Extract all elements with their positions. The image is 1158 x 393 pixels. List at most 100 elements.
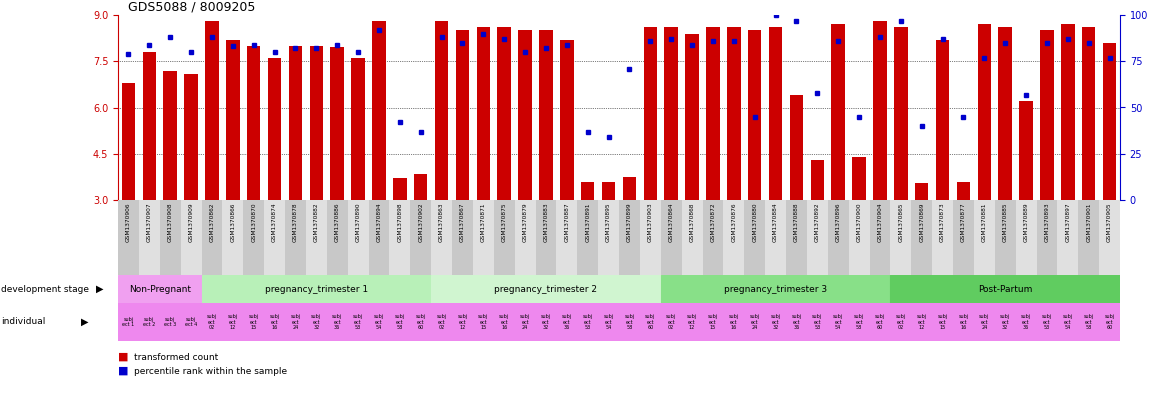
Text: GSM1370902: GSM1370902 xyxy=(418,202,423,242)
Bar xyxy=(891,200,911,275)
Text: GSM1370885: GSM1370885 xyxy=(1003,202,1007,242)
Bar xyxy=(306,303,327,341)
Text: subj
ect
53: subj ect 53 xyxy=(1042,314,1051,330)
Bar xyxy=(118,200,139,275)
Bar xyxy=(1057,200,1078,275)
Bar xyxy=(288,46,302,200)
Bar xyxy=(831,24,845,200)
Bar xyxy=(577,200,599,275)
Bar xyxy=(870,303,891,341)
Text: subj
ect
12: subj ect 12 xyxy=(228,314,237,330)
Text: ▶: ▶ xyxy=(96,284,103,294)
Bar xyxy=(498,28,511,200)
Bar xyxy=(267,58,281,200)
Bar xyxy=(936,40,950,200)
Bar xyxy=(891,275,1120,303)
Text: GSM1370905: GSM1370905 xyxy=(1107,202,1112,242)
Text: subj
ect
15: subj ect 15 xyxy=(478,314,489,330)
Bar xyxy=(222,200,243,275)
Bar xyxy=(431,303,452,341)
Text: subj
ect
54: subj ect 54 xyxy=(374,314,384,330)
Text: GSM1370865: GSM1370865 xyxy=(899,202,903,242)
Bar xyxy=(493,303,514,341)
Bar xyxy=(953,303,974,341)
Text: GSM1370884: GSM1370884 xyxy=(774,202,778,242)
Bar xyxy=(226,40,240,200)
Bar xyxy=(703,303,724,341)
Bar xyxy=(1061,24,1075,200)
Text: transformed count: transformed count xyxy=(134,353,219,362)
Bar xyxy=(811,160,824,200)
Text: GSM1370903: GSM1370903 xyxy=(647,202,653,242)
Text: GSM1370893: GSM1370893 xyxy=(1045,202,1049,242)
Bar xyxy=(852,157,866,200)
Text: subj
ect 3: subj ect 3 xyxy=(164,317,176,327)
Bar xyxy=(745,200,765,275)
Text: subj
ect
54: subj ect 54 xyxy=(833,314,843,330)
Bar xyxy=(535,200,556,275)
Bar xyxy=(347,303,368,341)
Bar xyxy=(431,200,452,275)
Text: GSM1370862: GSM1370862 xyxy=(210,202,214,242)
Bar xyxy=(452,303,472,341)
Text: GSM1370898: GSM1370898 xyxy=(397,202,402,242)
Bar xyxy=(998,28,1012,200)
Bar xyxy=(703,200,724,275)
Bar xyxy=(309,46,323,200)
Text: subj
ect
32: subj ect 32 xyxy=(770,314,780,330)
Bar xyxy=(1036,303,1057,341)
Text: ■: ■ xyxy=(118,366,129,376)
Text: GSM1370906: GSM1370906 xyxy=(126,202,131,242)
Bar xyxy=(1082,28,1095,200)
Bar xyxy=(995,200,1016,275)
Bar xyxy=(306,200,327,275)
Bar xyxy=(686,33,698,200)
Bar xyxy=(577,303,599,341)
Bar xyxy=(201,275,431,303)
Bar xyxy=(661,275,891,303)
Bar xyxy=(556,200,577,275)
Text: subj
ect
53: subj ect 53 xyxy=(812,314,822,330)
Text: GSM1370882: GSM1370882 xyxy=(314,202,318,242)
Text: ▶: ▶ xyxy=(81,317,88,327)
Text: subj
ect
60: subj ect 60 xyxy=(645,314,655,330)
Bar xyxy=(118,303,139,341)
Text: GSM1370907: GSM1370907 xyxy=(147,202,152,242)
Text: GSM1370899: GSM1370899 xyxy=(626,202,632,242)
Bar xyxy=(264,303,285,341)
Bar xyxy=(807,200,828,275)
Text: GSM1370888: GSM1370888 xyxy=(794,202,799,242)
Text: subj
ect 1: subj ect 1 xyxy=(123,317,134,327)
Text: GSM1370887: GSM1370887 xyxy=(564,202,570,242)
Bar xyxy=(201,200,222,275)
Text: subj
ect
32: subj ect 32 xyxy=(1001,314,1010,330)
Bar xyxy=(1099,303,1120,341)
Text: GSM1370897: GSM1370897 xyxy=(1065,202,1070,242)
Bar xyxy=(748,30,762,200)
Bar xyxy=(745,303,765,341)
Bar xyxy=(599,200,620,275)
Bar xyxy=(372,21,386,200)
Bar xyxy=(410,303,431,341)
Bar xyxy=(413,174,427,200)
Text: pregnancy_trimester 1: pregnancy_trimester 1 xyxy=(265,285,368,294)
Bar xyxy=(327,303,347,341)
Text: subj
ect
58: subj ect 58 xyxy=(624,314,635,330)
Bar xyxy=(828,303,849,341)
Text: GSM1370891: GSM1370891 xyxy=(585,202,591,242)
Bar xyxy=(769,28,783,200)
Text: GSM1370908: GSM1370908 xyxy=(168,202,173,242)
Bar xyxy=(957,182,970,200)
Bar xyxy=(1016,303,1036,341)
Text: subj
ect
12: subj ect 12 xyxy=(687,314,697,330)
Bar xyxy=(247,46,261,200)
Bar xyxy=(560,40,573,200)
Text: GSM1370863: GSM1370863 xyxy=(439,202,444,242)
Text: GSM1370889: GSM1370889 xyxy=(1024,202,1028,242)
Bar xyxy=(181,303,201,341)
Text: subj
ect
53: subj ect 53 xyxy=(353,314,364,330)
Bar xyxy=(556,303,577,341)
Text: GSM1370878: GSM1370878 xyxy=(293,202,298,242)
Bar xyxy=(1019,101,1033,200)
Text: subj
ect
58: subj ect 58 xyxy=(1084,314,1094,330)
